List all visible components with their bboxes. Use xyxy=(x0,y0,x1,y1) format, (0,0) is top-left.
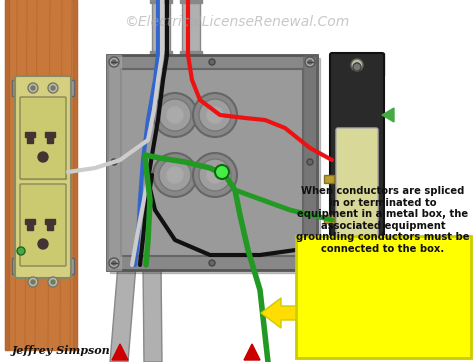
Circle shape xyxy=(199,99,231,131)
FancyBboxPatch shape xyxy=(20,184,66,266)
Circle shape xyxy=(28,83,38,93)
Bar xyxy=(73,0,77,350)
Bar xyxy=(152,0,170,55)
Bar xyxy=(180,0,202,3)
Polygon shape xyxy=(244,344,260,360)
Circle shape xyxy=(167,167,183,183)
Bar xyxy=(47,220,53,230)
FancyBboxPatch shape xyxy=(330,53,384,267)
Circle shape xyxy=(167,107,183,123)
Bar xyxy=(324,175,334,183)
Circle shape xyxy=(209,59,215,65)
Bar xyxy=(5,0,9,350)
Circle shape xyxy=(31,86,35,90)
Bar xyxy=(330,243,384,265)
Circle shape xyxy=(355,273,359,277)
Bar xyxy=(45,132,55,137)
Bar xyxy=(324,215,334,223)
Circle shape xyxy=(193,93,237,137)
Bar xyxy=(47,133,53,143)
Bar xyxy=(25,219,35,224)
Circle shape xyxy=(305,57,315,67)
Circle shape xyxy=(111,159,117,165)
Circle shape xyxy=(307,159,313,165)
Bar xyxy=(110,58,320,273)
Circle shape xyxy=(308,261,312,265)
Circle shape xyxy=(109,57,119,67)
Polygon shape xyxy=(261,298,296,328)
Circle shape xyxy=(353,63,361,71)
Bar xyxy=(150,0,172,3)
FancyBboxPatch shape xyxy=(20,97,66,179)
Circle shape xyxy=(159,99,191,131)
Bar xyxy=(121,69,303,256)
Bar xyxy=(107,55,317,270)
Bar xyxy=(5,0,77,350)
Bar xyxy=(107,55,121,270)
Circle shape xyxy=(51,86,55,90)
Polygon shape xyxy=(382,108,394,122)
Circle shape xyxy=(48,83,58,93)
Circle shape xyxy=(109,258,119,268)
Circle shape xyxy=(207,167,223,183)
Circle shape xyxy=(28,277,38,287)
Polygon shape xyxy=(110,265,136,362)
Circle shape xyxy=(112,60,116,64)
FancyBboxPatch shape xyxy=(336,128,378,247)
Circle shape xyxy=(159,159,191,191)
Bar xyxy=(45,219,55,224)
Polygon shape xyxy=(118,265,136,270)
Bar xyxy=(180,51,202,57)
Bar xyxy=(303,55,317,270)
Circle shape xyxy=(17,247,25,255)
Circle shape xyxy=(351,269,363,281)
Bar xyxy=(25,132,35,137)
Circle shape xyxy=(355,63,359,67)
Circle shape xyxy=(48,277,58,287)
Bar xyxy=(27,220,33,230)
Circle shape xyxy=(353,253,361,261)
Circle shape xyxy=(351,59,363,71)
Circle shape xyxy=(305,258,315,268)
Bar xyxy=(20,175,66,179)
Circle shape xyxy=(153,93,197,137)
Circle shape xyxy=(199,159,231,191)
Circle shape xyxy=(209,260,215,266)
Bar xyxy=(296,236,471,358)
Circle shape xyxy=(193,153,237,197)
Circle shape xyxy=(51,280,55,284)
Bar xyxy=(12,80,74,96)
Bar xyxy=(150,51,172,57)
Circle shape xyxy=(38,239,48,249)
Text: ©ElectricalLicenseRenewal.Com: ©ElectricalLicenseRenewal.Com xyxy=(124,15,350,29)
Circle shape xyxy=(31,280,35,284)
Circle shape xyxy=(112,261,116,265)
Circle shape xyxy=(153,153,197,197)
Circle shape xyxy=(207,107,223,123)
Circle shape xyxy=(308,60,312,64)
Bar xyxy=(330,53,384,75)
Circle shape xyxy=(215,165,229,179)
FancyBboxPatch shape xyxy=(15,76,71,278)
Bar xyxy=(27,133,33,143)
Bar xyxy=(12,258,74,274)
Polygon shape xyxy=(143,265,162,362)
Text: When conductors are spliced
in or terminated to
equipment in a metal box, the
as: When conductors are spliced in or termin… xyxy=(296,186,470,254)
Circle shape xyxy=(38,152,48,162)
Bar xyxy=(182,0,200,55)
Text: Jeffrey Simpson: Jeffrey Simpson xyxy=(12,345,111,355)
Polygon shape xyxy=(143,265,161,270)
Polygon shape xyxy=(112,344,128,360)
